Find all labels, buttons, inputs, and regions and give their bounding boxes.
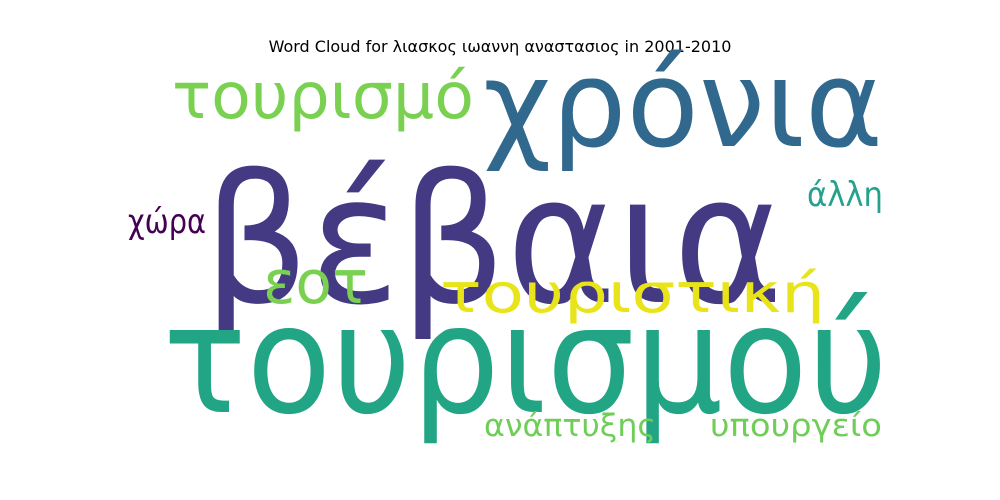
cloud-word-3: χρόνια (483, 36, 883, 175)
cloud-word-4: τουρισμό (172, 60, 474, 134)
cloud-word-9: ανάπτυξης (484, 408, 656, 444)
chart-title: Word Cloud for λιασκος ιωαννη αναστασιος… (268, 37, 732, 56)
cloud-word-7: χώρα (128, 202, 206, 242)
cloud-word-5: τουριστική (440, 262, 825, 325)
cloud-word-8: άλλη (807, 175, 883, 215)
cloud-word-1: βέβαια (203, 137, 783, 344)
cloud-word-2: τουρισμού (163, 274, 888, 448)
cloud-word-10: υπουργείο (710, 408, 882, 444)
cloud-word-6: εοτ (263, 248, 368, 318)
